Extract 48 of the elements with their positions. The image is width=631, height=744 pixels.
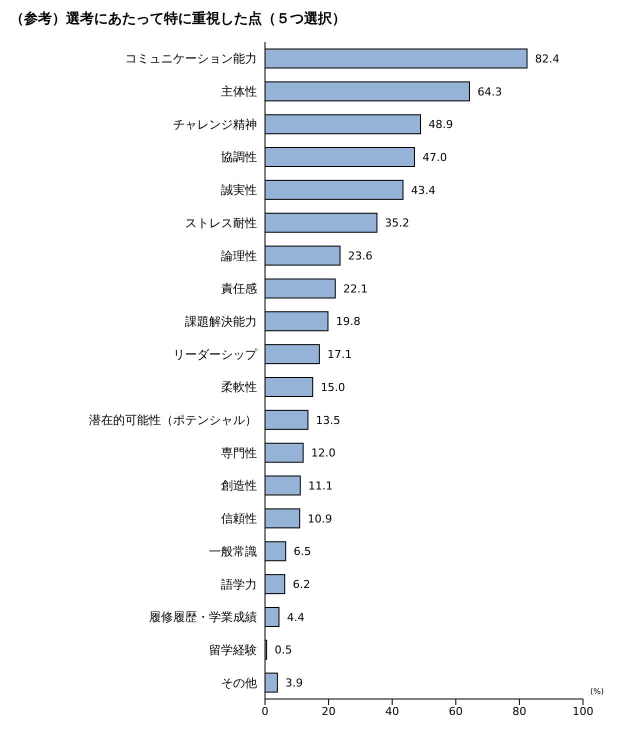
- x-tick-label: 40: [385, 704, 400, 718]
- y-tick-label: 専門性: [221, 446, 257, 460]
- y-tick-label: 履修履歴・学業成績: [149, 610, 257, 624]
- y-tick-label: 潜在的可能性（ポテンシャル）: [89, 413, 257, 428]
- data-label: 15.0: [320, 380, 346, 394]
- x-tick-label: 60: [448, 704, 463, 718]
- y-tick-label: 論理性: [221, 248, 257, 263]
- x-tick-label: 20: [322, 704, 336, 718]
- y-tick-label: 責任感: [221, 282, 257, 296]
- y-tick-label: 主体性: [221, 84, 257, 99]
- data-label: 23.6: [348, 250, 373, 263]
- y-tick-label: リーダーシップ: [173, 347, 258, 362]
- y-tick-label: チャレンジ精神: [173, 117, 257, 132]
- x-tick-label: 100: [572, 704, 594, 718]
- y-tick-label: 協調性: [221, 150, 257, 164]
- y-tick-label: 柔軟性: [221, 380, 257, 394]
- data-label: 0.5: [274, 644, 292, 657]
- data-label: 4.4: [286, 610, 304, 624]
- data-label: 10.9: [308, 512, 332, 526]
- data-label: 48.9: [428, 118, 453, 132]
- data-label: 3.9: [285, 676, 303, 690]
- y-tick-label: 誠実性: [221, 183, 257, 198]
- y-tick-label: 創造性: [221, 478, 257, 493]
- data-label: 64.3: [477, 85, 502, 98]
- data-label: 11.1: [308, 479, 333, 492]
- y-tick-label: 一般常識: [209, 544, 257, 558]
- x-axis-title: (%): [590, 687, 604, 696]
- x-tick-label: 80: [512, 704, 526, 718]
- y-tick-label: 信頼性: [221, 512, 257, 526]
- data-label: 17.1: [327, 348, 352, 362]
- data-label: 13.5: [316, 414, 340, 427]
- y-tick-label: その他: [221, 676, 257, 690]
- y-tick-label: ストレス耐性: [185, 216, 257, 230]
- chart-title: （参考）選考にあたって特に重視した点（５つ選択）: [9, 10, 347, 29]
- data-label: 22.1: [343, 282, 368, 296]
- y-tick-label: 留学経験: [209, 642, 257, 657]
- data-label: 35.2: [384, 216, 410, 230]
- data-label: 19.8: [336, 315, 360, 328]
- y-tick-label: 語学力: [221, 577, 257, 592]
- y-tick-label: 課題解決能力: [185, 314, 257, 328]
- y-tick-label: コミュニケーション能力: [125, 52, 257, 66]
- data-label: 47.0: [422, 150, 447, 164]
- data-label: 43.4: [411, 184, 436, 197]
- x-tick-label: 0: [262, 704, 268, 718]
- data-label: 82.4: [535, 52, 560, 66]
- data-label: 12.0: [311, 446, 336, 460]
- data-label: 6.5: [294, 545, 312, 558]
- data-label: 6.2: [292, 578, 310, 592]
